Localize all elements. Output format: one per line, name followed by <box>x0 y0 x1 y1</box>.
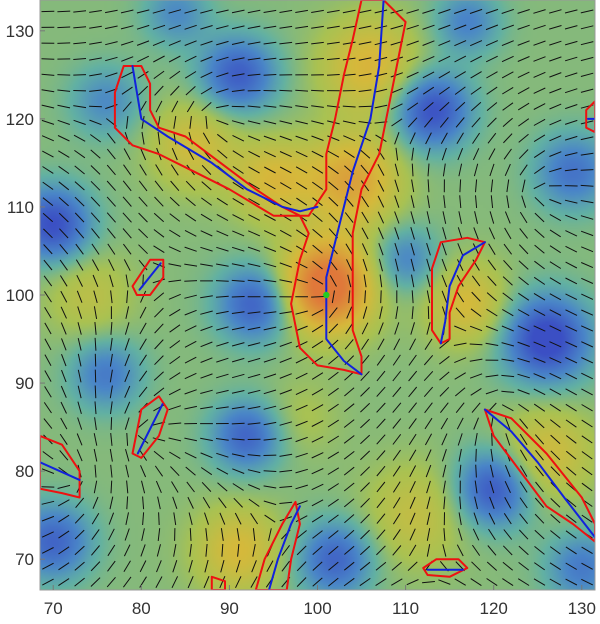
red-boundary-blob-left-small-lower <box>131 395 169 459</box>
heatmap-image <box>40 0 595 590</box>
y-tick-label-120: 120 <box>6 110 34 129</box>
director-segments <box>41 8 594 589</box>
contour-layer <box>40 0 595 590</box>
marker-layer <box>323 291 330 299</box>
blue-line-blob-left-edge-line <box>40 461 81 481</box>
red-boundary-blob-left-edge <box>40 434 81 499</box>
blue-line-blob-right-upper-line <box>439 241 486 345</box>
red-boundary-blob-right-lower <box>483 408 595 543</box>
axis-layer: 70 80 90 100 110 120 130 70 80 90 100 110 120 130 <box>6 22 596 618</box>
blue-line-blob-right-lower-line <box>483 408 595 539</box>
x-tick-label-70: 70 <box>44 599 63 618</box>
y-tick-label-80: 80 <box>15 462 34 481</box>
blue-line-central-arm-line <box>325 0 385 376</box>
red-boundary-blob-left-small-upper <box>131 258 165 296</box>
x-tick-label-120: 120 <box>480 599 508 618</box>
blue-line-blob-left-small-lower-line <box>136 403 164 455</box>
defect-marker <box>323 291 330 299</box>
red-boundary-blob-bottom-right <box>422 558 469 578</box>
blue-line-left-arm-line <box>131 65 319 213</box>
x-tick-label-90: 90 <box>220 599 239 618</box>
plot-area <box>40 0 595 590</box>
director-field-layer <box>41 8 594 589</box>
blue-line-blob-bottom-center-line <box>268 505 301 590</box>
blue-line-blob-left-small-upper-line <box>138 262 162 291</box>
red-boundary-central-arm <box>113 0 407 376</box>
x-tick-label-130: 130 <box>568 599 596 618</box>
red-boundary-blob-right-edge-top <box>585 100 595 134</box>
red-boundary-blob-bottom-small <box>210 575 226 590</box>
y-tick-label-100: 100 <box>6 286 34 305</box>
x-tick-label-100: 100 <box>303 599 331 618</box>
y-tick-label-130: 130 <box>6 22 34 41</box>
y-tick-label-90: 90 <box>15 374 34 393</box>
y-tick-label-70: 70 <box>15 550 34 569</box>
y-tick-label-110: 110 <box>7 198 34 217</box>
x-tick-label-110: 110 <box>392 599 419 618</box>
red-boundary-blob-right-upper <box>431 236 486 345</box>
x-tick-label-80: 80 <box>132 599 151 618</box>
